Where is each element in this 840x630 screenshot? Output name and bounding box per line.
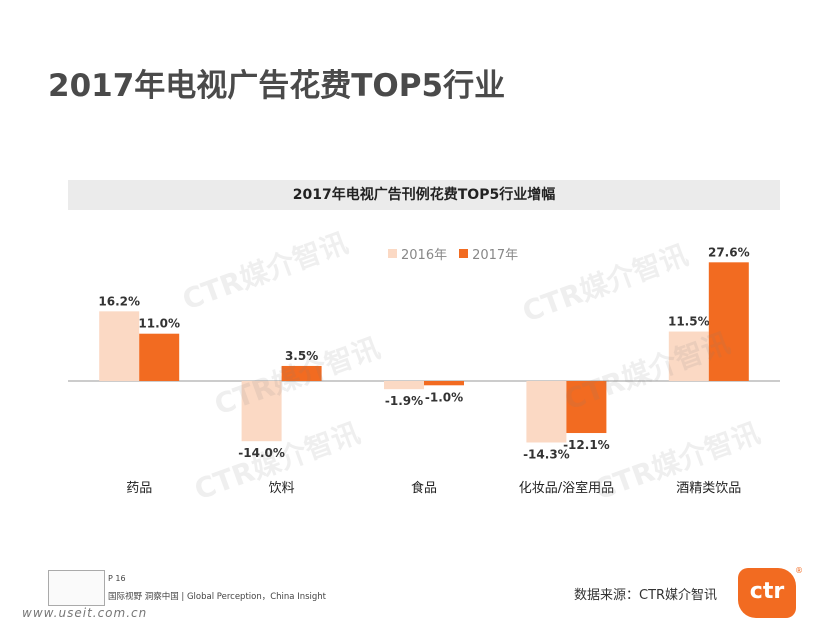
- x-tick-label: 食品: [411, 480, 437, 496]
- data-label: -12.1%: [563, 438, 610, 452]
- bar-2016: [668, 331, 709, 381]
- data-source: 数据来源：CTR媒介智讯: [574, 588, 718, 603]
- data-label: -14.3%: [523, 447, 570, 461]
- legend-label-2016: 2016年: [401, 247, 448, 263]
- bar-2016: [384, 381, 424, 390]
- bar-2017: [139, 333, 180, 381]
- data-label: -1.0%: [425, 390, 463, 404]
- bar-2016: [526, 381, 567, 443]
- certification-badge-icon: [48, 570, 105, 606]
- data-label: -1.9%: [385, 394, 423, 408]
- data-label: 11.5%: [668, 315, 710, 329]
- legend-swatch-2016: [388, 248, 397, 258]
- bar-2017: [566, 381, 607, 434]
- data-label: 11.0%: [138, 317, 180, 331]
- bar-2017: [424, 381, 464, 386]
- legend-item-2017: 2017年: [459, 244, 518, 263]
- footer-slogan: 国际视野 洞察中国 | Global Perception，China Insi…: [108, 592, 327, 602]
- bar-2017: [281, 365, 322, 381]
- data-label: -14.0%: [238, 446, 285, 460]
- data-label: 16.2%: [98, 294, 140, 308]
- registered-mark: ®: [795, 566, 803, 575]
- data-label: 27.6%: [708, 245, 750, 259]
- x-tick-label: 饮料: [269, 481, 295, 496]
- url-watermark: www.useit.com.cn: [22, 606, 148, 620]
- legend-swatch-2017: [459, 248, 469, 258]
- bar-2016: [241, 381, 282, 442]
- x-tick-label: 酒精类饮品: [676, 481, 741, 496]
- chart-legend: 2016年 2017年: [388, 244, 530, 263]
- page-title: 2017年电视广告花费TOP5行业: [48, 68, 506, 104]
- bar-2017: [708, 262, 749, 381]
- legend-label-2017: 2017年: [472, 247, 519, 263]
- legend-item-2016: 2016年: [388, 244, 447, 263]
- page-number: P 16: [108, 574, 126, 583]
- bar-2016: [99, 311, 140, 381]
- ctr-logo: ctr: [738, 568, 796, 618]
- chart-title: 2017年电视广告刊例花费TOP5行业增幅: [68, 180, 780, 210]
- data-label: 3.5%: [285, 349, 318, 363]
- x-tick-label: 药品: [126, 481, 152, 496]
- x-tick-label: 化妆品/浴室用品: [519, 480, 614, 496]
